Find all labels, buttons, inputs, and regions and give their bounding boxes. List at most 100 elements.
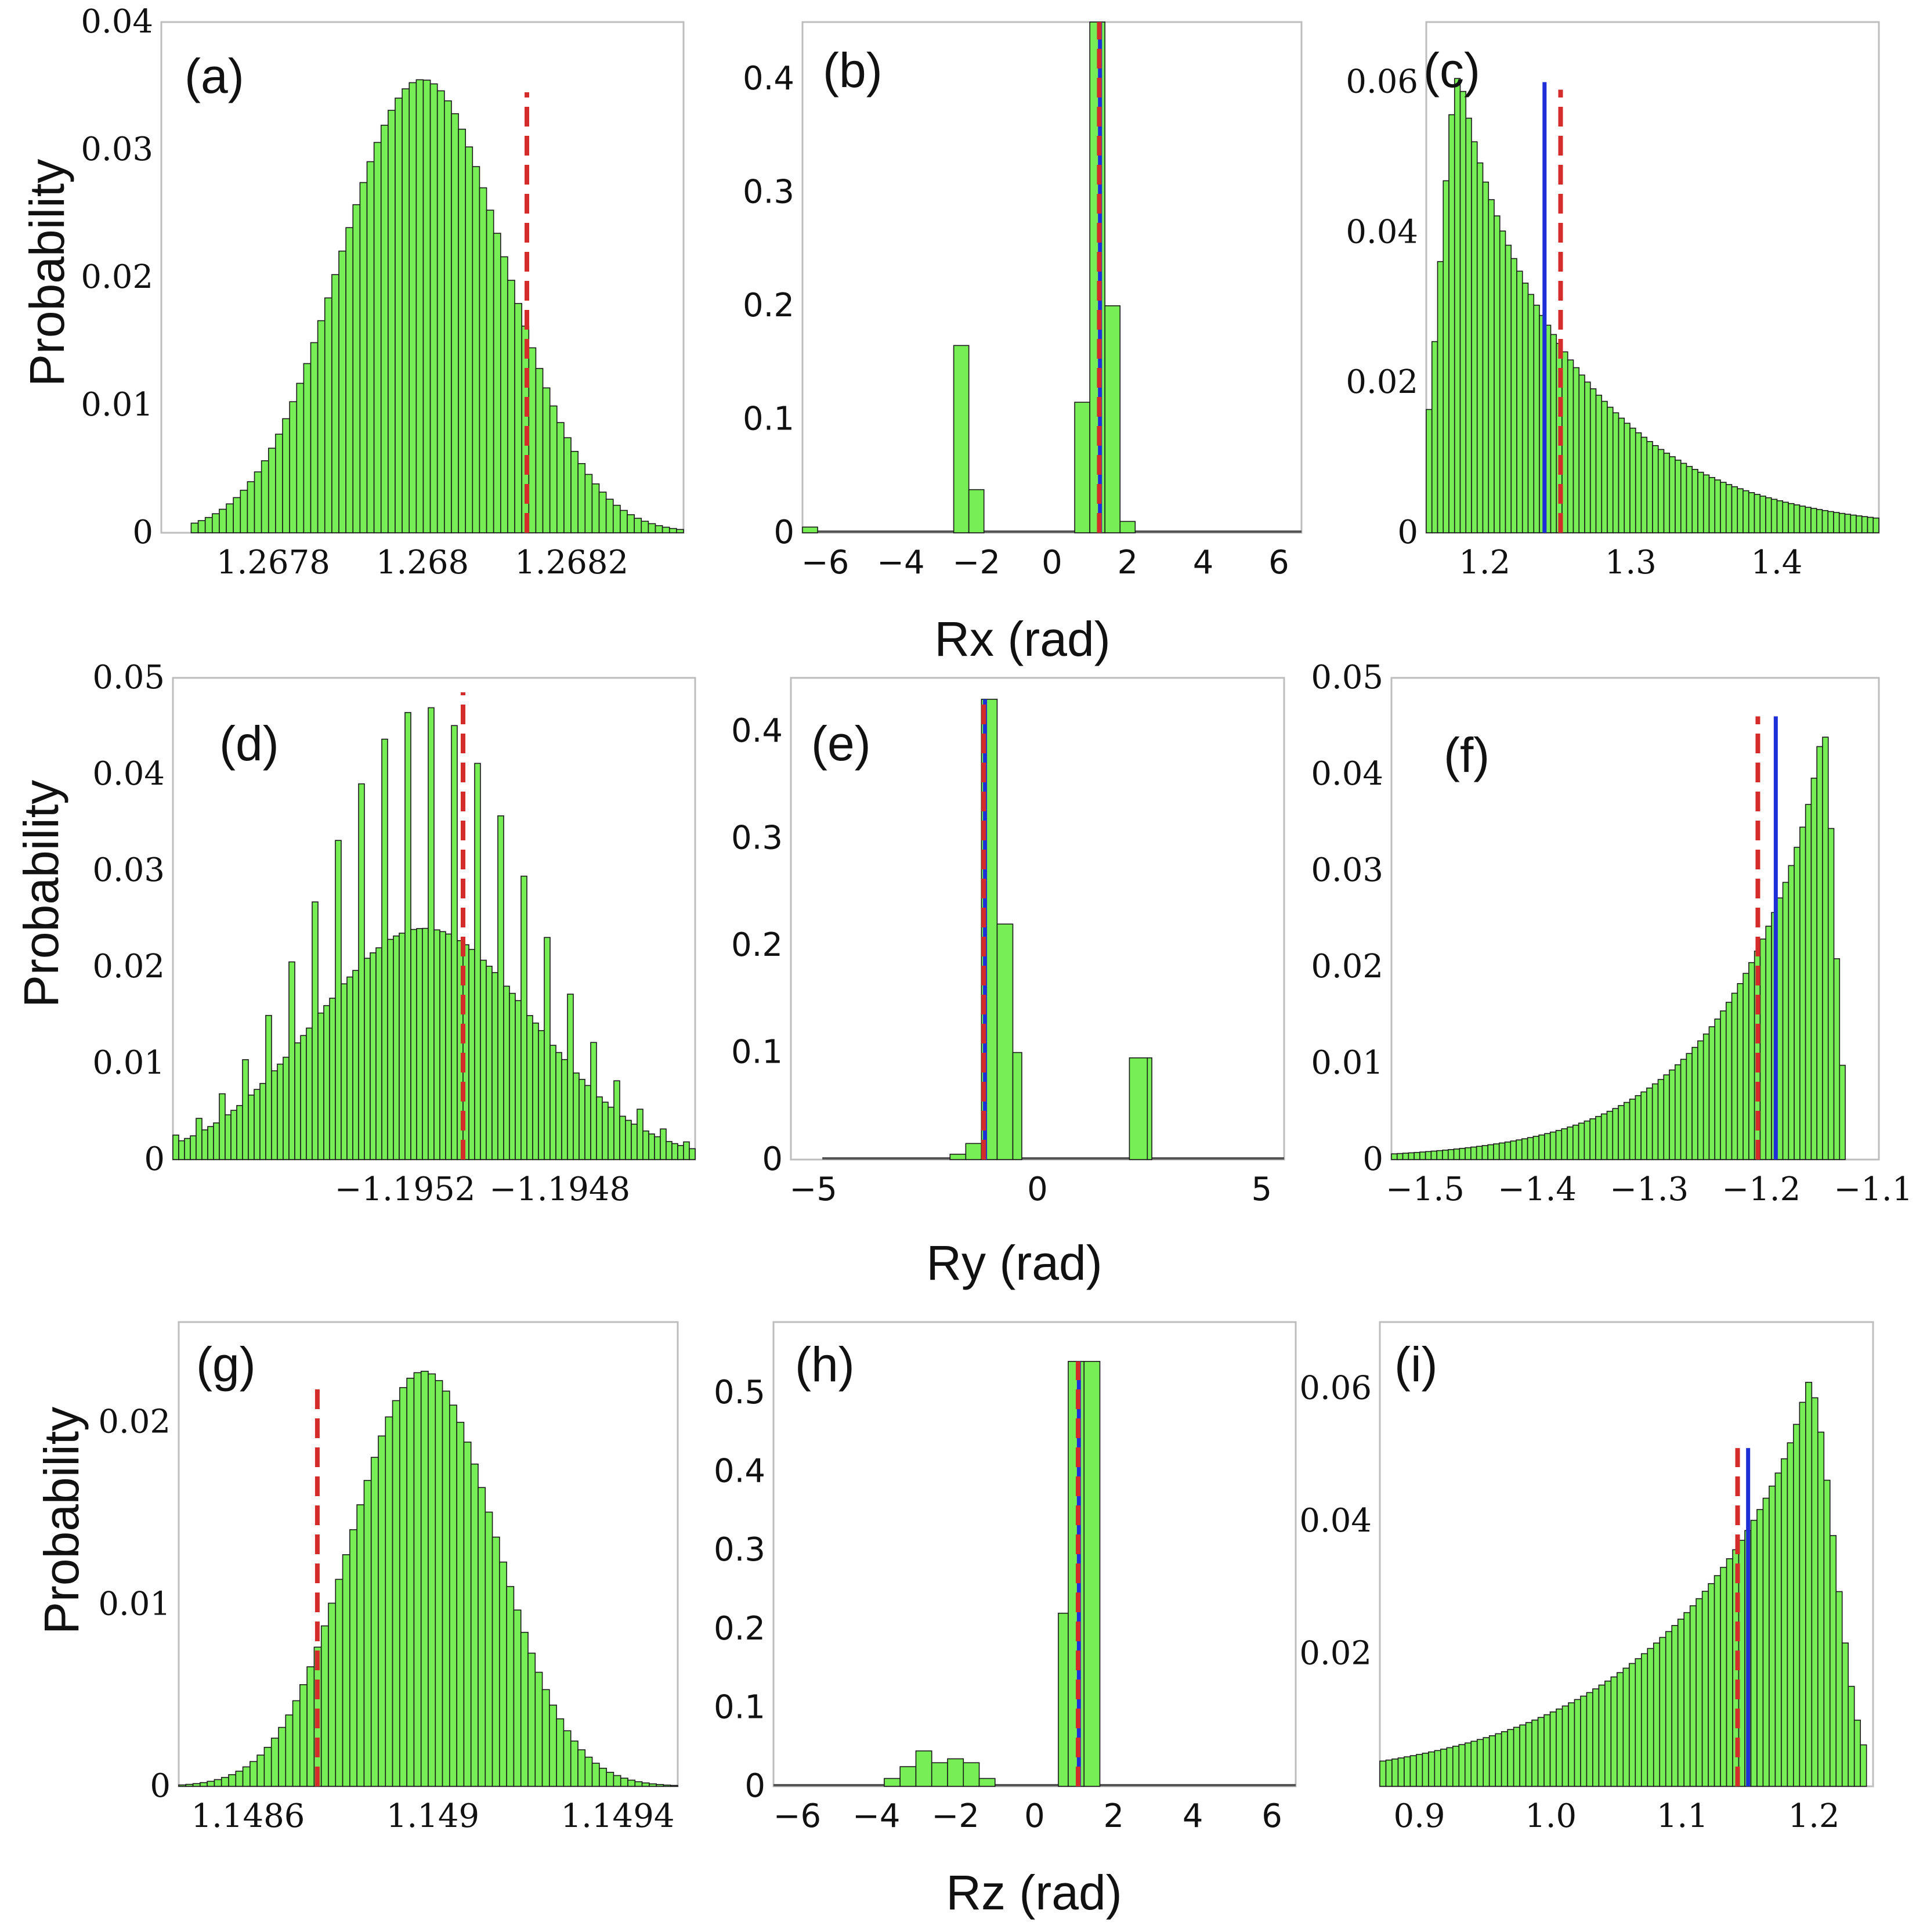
histogram-bar bbox=[527, 1652, 536, 1787]
histogram-bar bbox=[416, 928, 423, 1160]
histogram-bar bbox=[584, 474, 593, 533]
histogram-bar bbox=[965, 1143, 982, 1160]
histogram-bar bbox=[1426, 409, 1433, 533]
histogram-bar bbox=[577, 1749, 586, 1787]
y-tick-label: 0.01 bbox=[98, 1585, 171, 1623]
histogram-bar bbox=[1446, 1747, 1454, 1787]
y-tick-label: 0.1 bbox=[714, 1688, 765, 1726]
histogram-bar bbox=[429, 83, 438, 533]
histogram-bar bbox=[406, 1377, 415, 1787]
histogram-bar bbox=[1829, 1535, 1837, 1787]
histogram-bar bbox=[422, 80, 431, 533]
histogram-bar bbox=[352, 970, 359, 1160]
histogram-bar bbox=[267, 447, 276, 533]
x-tick-label: 2 bbox=[1117, 544, 1138, 582]
histogram-bar bbox=[192, 1783, 201, 1787]
panel-g: 1.1486 1.149 1.1494 0 0.01 0.02 (g) bbox=[98, 1321, 679, 1835]
histogram-bar bbox=[1430, 1150, 1438, 1160]
histogram-bar bbox=[1653, 1642, 1661, 1787]
histogram-bar bbox=[1510, 1140, 1517, 1160]
y-tick-label: 0.3 bbox=[743, 173, 794, 211]
y-tick-label: 0 bbox=[150, 1767, 171, 1805]
histogram-bar bbox=[395, 97, 403, 533]
histogram-bar bbox=[1589, 1118, 1596, 1160]
histogram-bar bbox=[596, 1096, 603, 1160]
histogram-bar bbox=[184, 1137, 191, 1160]
x-tick-label: 1.268 bbox=[376, 544, 469, 582]
y-tick-label: 0.03 bbox=[81, 131, 153, 168]
histogram-bar bbox=[345, 227, 354, 533]
histogram-bar bbox=[884, 1778, 901, 1787]
ylabel-row-1: Probability bbox=[20, 159, 74, 387]
histogram-bar bbox=[1470, 1740, 1478, 1787]
histogram-bar bbox=[1640, 1091, 1647, 1160]
histogram-bar bbox=[493, 233, 501, 533]
histogram-bar bbox=[433, 929, 440, 1160]
histogram-bar bbox=[1600, 1113, 1608, 1160]
histogram-bar bbox=[1521, 283, 1529, 533]
histogram-bar bbox=[1635, 1658, 1642, 1787]
histogram-bar bbox=[953, 345, 970, 533]
histogram-bar bbox=[1556, 1708, 1563, 1787]
y-tick-label: 0 bbox=[744, 1767, 765, 1805]
y-tick-label: 0.3 bbox=[731, 819, 783, 857]
histogram-bar bbox=[248, 1095, 255, 1160]
histogram-bar bbox=[1702, 1033, 1710, 1160]
x-tick-label: −2 bbox=[931, 1797, 979, 1835]
histogram-bar bbox=[1665, 1631, 1672, 1787]
histogram-bar bbox=[230, 1110, 237, 1160]
histogram-bar bbox=[520, 1631, 529, 1787]
x-tick-label: −1.1952 bbox=[335, 1171, 476, 1208]
histogram-bar bbox=[577, 463, 586, 533]
histogram-bar bbox=[317, 1012, 324, 1160]
histogram-bar bbox=[1759, 938, 1767, 1160]
histogram-bar bbox=[226, 503, 234, 533]
histogram-bar bbox=[620, 1778, 628, 1787]
histogram-bar bbox=[1765, 497, 1772, 533]
y-tick-label: 0.4 bbox=[714, 1453, 765, 1490]
histogram-bar bbox=[671, 1143, 678, 1160]
histogram-bar bbox=[1440, 1749, 1448, 1787]
histogram-bar bbox=[1572, 367, 1580, 533]
histogram-bar bbox=[1861, 516, 1868, 533]
histogram-bar bbox=[605, 499, 614, 533]
histogram-bar bbox=[1683, 1612, 1691, 1787]
histogram-bar bbox=[247, 481, 255, 533]
panel-label: (c) bbox=[1423, 43, 1480, 97]
histogram-bar bbox=[1532, 1136, 1539, 1160]
histogram-bar bbox=[648, 1133, 655, 1160]
histogram-bar bbox=[1578, 374, 1585, 533]
y-tick-label: 0.2 bbox=[743, 287, 794, 324]
histogram-bar bbox=[1725, 1002, 1733, 1160]
histogram-bar bbox=[323, 1005, 330, 1160]
histogram-bar bbox=[1612, 1108, 1619, 1160]
y-tick-label: 0.01 bbox=[92, 1044, 165, 1082]
x-tick-label: −1.2 bbox=[1722, 1171, 1801, 1208]
histogram-bar bbox=[1629, 1663, 1636, 1787]
histogram-bar bbox=[190, 522, 199, 533]
x-tick-label: −1.4 bbox=[1498, 1171, 1577, 1208]
histogram-bar bbox=[1731, 486, 1738, 533]
histogram-bar bbox=[380, 124, 389, 533]
histogram-bar bbox=[1494, 215, 1501, 533]
histogram-bar bbox=[1505, 244, 1512, 533]
histogram-bar bbox=[363, 1480, 372, 1787]
panel-label: (h) bbox=[795, 1337, 855, 1392]
panel-label: (g) bbox=[196, 1337, 256, 1392]
histogram-bar bbox=[1622, 1667, 1630, 1787]
panel-c: 1.2 1.3 1.4 0 0.02 0.04 0.06 (c) bbox=[1346, 21, 1880, 582]
panel-label: (a) bbox=[185, 49, 244, 103]
histogram-bar bbox=[899, 1766, 917, 1787]
histogram-bar bbox=[283, 1056, 290, 1160]
histogram-bar bbox=[590, 1042, 597, 1160]
histogram-bar bbox=[544, 937, 551, 1160]
histogram-bar bbox=[627, 1779, 636, 1787]
histogram-bar bbox=[285, 1714, 294, 1787]
x-tick-label: 1.1 bbox=[1657, 1797, 1708, 1835]
histogram-bar bbox=[458, 128, 467, 533]
histogram-bar bbox=[172, 1134, 179, 1160]
x-tick-label: −1.3 bbox=[1610, 1171, 1689, 1208]
histogram-bar bbox=[1012, 1052, 1022, 1160]
histogram-bar bbox=[1652, 445, 1659, 533]
